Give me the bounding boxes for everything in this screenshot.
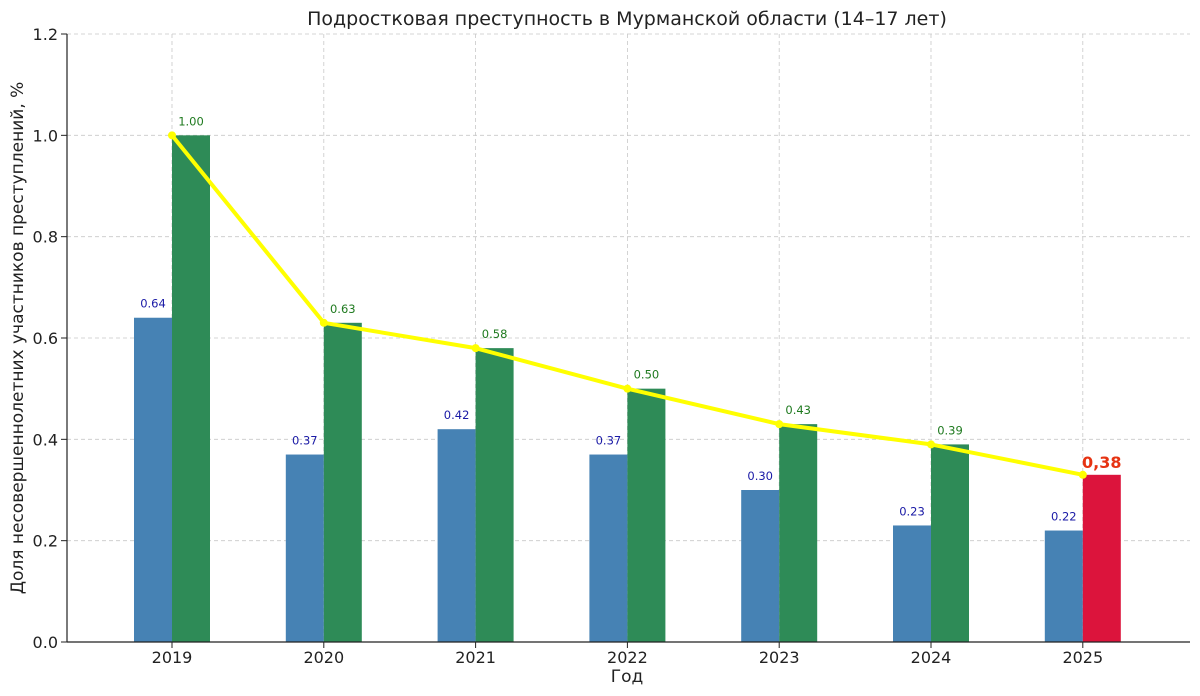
bar-series-2-2023 (779, 424, 818, 642)
bar-highlight-2025 (1082, 474, 1121, 642)
data-label-series-1-2019: 0.64 (140, 297, 166, 311)
trend-line-point-2021 (471, 344, 480, 353)
trend-line (168, 131, 1087, 479)
x-axis-title: Год (611, 667, 644, 687)
bar-series-2-2024 (931, 444, 969, 642)
chart-title: Подростковая преступность в Мурманской о… (307, 8, 947, 30)
data-label-series-2-2019: 1.00 (178, 114, 204, 128)
bar-series-1-2020 (285, 454, 324, 642)
y-tick-label: 0.4 (33, 430, 58, 449)
bar-series-2-2020 (323, 322, 362, 642)
x-tick-label: 2025 (1062, 648, 1103, 667)
data-label-series-1-2022: 0.37 (596, 434, 622, 448)
y-tick-label: 0.6 (33, 329, 58, 348)
bars (134, 135, 1121, 643)
bar-series-2-2019 (172, 135, 210, 643)
bar-series-2-2022 (627, 388, 666, 642)
data-label-series-2-2023: 0.43 (785, 403, 811, 417)
data-label-series-2-2024: 0.39 (937, 423, 963, 437)
x-tick-label: 2023 (759, 648, 800, 667)
trend-line-point-2024 (927, 440, 935, 449)
x-tick-label: 2019 (152, 648, 193, 667)
data-labels: 0.64 0.37 0.42 0.37 0.30 0.23 0.22 1.00 0.63 0.58… (140, 114, 1121, 523)
data-label-series-1-2023: 0.30 (747, 469, 773, 483)
trend-line-point-2019 (168, 131, 176, 140)
data-label-series-1-2021: 0.42 (444, 408, 470, 422)
x-tick-label: 2021 (455, 648, 496, 667)
x-tick-label: 2020 (303, 648, 344, 667)
x-tick-label: 2024 (911, 648, 952, 667)
bar-series-1-2023 (741, 490, 780, 642)
data-label-series-2-2021: 0.58 (482, 327, 508, 341)
trend-line-point-2025 (1078, 470, 1087, 479)
bar-series-2-2021 (475, 348, 514, 642)
y-tick-label: 0.8 (33, 228, 58, 247)
data-label-series-1-2024: 0.23 (899, 504, 925, 518)
axes: 0.0 0.2 0.4 0.6 0.8 1.0 1.2 2019 2020 2021 2022 202… (33, 25, 1190, 667)
bar-series-1-2019 (134, 317, 172, 642)
data-label-series-2-2020: 0.63 (330, 302, 356, 316)
bar-series-1-2024 (893, 525, 931, 642)
y-tick-label: 1.0 (33, 126, 58, 145)
trend-line-point-2023 (775, 420, 784, 429)
y-tick-label: 1.2 (33, 25, 58, 44)
y-axis-title: Доля несовершеннолетних участников прест… (8, 82, 28, 595)
trend-line-point-2020 (319, 318, 328, 327)
bar-series-1-2025 (1044, 530, 1083, 642)
bar-series-1-2021 (437, 429, 476, 642)
data-label-series-2-2022: 0.50 (634, 368, 660, 382)
y-tick-label: 0.2 (33, 532, 58, 551)
trend-line-point-2022 (623, 384, 632, 393)
x-tick-label: 2022 (607, 648, 648, 667)
data-label-series-1-2025: 0.22 (1051, 510, 1077, 524)
y-tick-label: 0.0 (33, 633, 58, 652)
highlight-label: 0,38 (1082, 453, 1121, 472)
bar-series-1-2022 (589, 454, 628, 642)
data-label-series-1-2020: 0.37 (292, 434, 318, 448)
